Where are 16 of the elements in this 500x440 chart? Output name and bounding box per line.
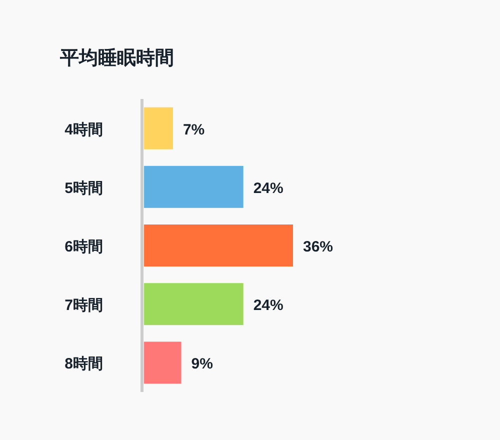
- y-tick-label: 8時間: [64, 356, 103, 373]
- data-label: 24%: [253, 180, 284, 197]
- y-tick-label: 7時間: [64, 297, 103, 314]
- bar: [144, 283, 244, 326]
- bar: [144, 342, 182, 384]
- chart-title: 平均睡眠時間: [59, 47, 174, 69]
- y-tick-label: 4時間: [64, 121, 103, 138]
- bar: [144, 107, 173, 150]
- data-label: 36%: [303, 238, 334, 256]
- bar: [144, 224, 293, 266]
- data-label: 24%: [253, 297, 284, 314]
- bar: [144, 166, 244, 208]
- data-label: 7%: [182, 121, 205, 138]
- data-label: 9%: [191, 356, 213, 373]
- y-tick-label: 6時間: [64, 238, 103, 256]
- y-tick-label: 5時間: [64, 180, 103, 197]
